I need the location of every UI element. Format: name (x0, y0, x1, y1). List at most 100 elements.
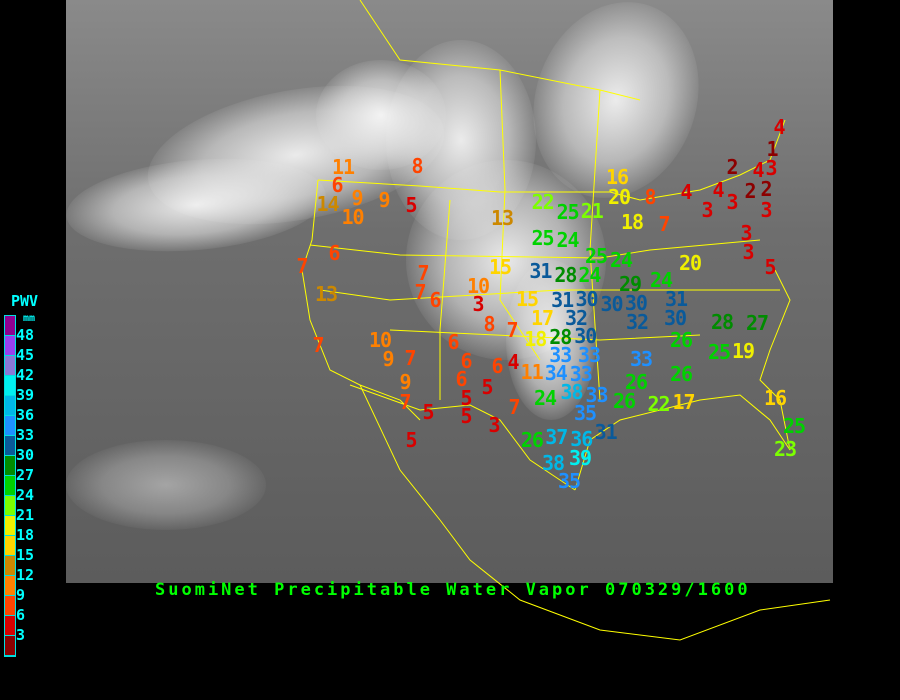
station-pwv-value: 22 (647, 392, 671, 416)
legend-swatch (5, 516, 15, 536)
station-pwv-value: 15 (516, 287, 539, 312)
station-pwv-value: 3 (701, 198, 714, 222)
station-pwv-value: 3 (488, 413, 501, 437)
station-pwv-value: 13 (491, 206, 514, 230)
station-pwv-value: 27 (746, 311, 769, 335)
station-pwv-value: 7 (417, 261, 430, 285)
station-pwv-value: 36 (570, 427, 593, 451)
station-pwv-value: 5 (405, 428, 418, 452)
satellite-map (66, 0, 833, 583)
legend-title: PWV (11, 292, 39, 310)
station-pwv-value: 9 (378, 188, 391, 212)
station-pwv-value: 25 (783, 414, 806, 438)
state-line (389, 329, 701, 341)
station-pwv-value: 31 (551, 287, 574, 312)
legend-tick-label: 24 (16, 486, 35, 504)
state-line (309, 239, 761, 259)
gulf-coast (574, 269, 791, 491)
station-pwv-value: 3 (760, 198, 773, 222)
legend-swatch (5, 396, 15, 416)
station-pwv-value: 2 (744, 178, 757, 203)
station-pwv-value: 7 (414, 280, 427, 304)
station-pwv-value: 6 (331, 172, 344, 197)
station-pwv-value: 33 (585, 382, 609, 407)
station-pwv-value: 19 (732, 339, 755, 363)
station-pwv-value: 34 (544, 361, 568, 386)
legend-tick-label: 45 (16, 346, 35, 364)
station-pwv-value: 9 (382, 347, 395, 371)
station-pwv-value: 25 (708, 340, 731, 364)
station-pwv-value: 5 (460, 386, 473, 410)
us-canada-border (317, 119, 786, 201)
station-pwv-value: 5 (764, 255, 777, 279)
legend-tick-label: 3 (16, 626, 26, 644)
state-line (499, 69, 541, 361)
canada-provinces (359, 0, 641, 101)
station-pwv-value: 6 (328, 241, 341, 265)
legend-swatch (5, 436, 15, 456)
station-pwv-value: 6 (491, 354, 504, 378)
station-pwv-value: 7 (399, 390, 412, 414)
station-pwv-value: 26 (625, 370, 648, 394)
legend-tick-label: 33 (16, 426, 35, 444)
legend-swatch (5, 636, 15, 656)
legend-unit: mm (23, 313, 36, 324)
station-pwv-value: 16 (606, 165, 629, 189)
station-pwv-value: 18 (524, 326, 547, 351)
station-pwv-value: 2 (760, 176, 773, 201)
station-pwv-value: 4 (773, 115, 786, 139)
station-pwv-value: 3 (765, 155, 778, 180)
station-pwv-value: 13 (315, 282, 338, 306)
legend-tick-label: 18 (16, 526, 35, 544)
legend-tick-label: 36 (16, 406, 35, 424)
legend-swatch (5, 336, 15, 356)
legend-tick-label: 12 (16, 566, 35, 584)
legend-swatch (5, 356, 15, 376)
state-line (439, 199, 451, 400)
mexico-coast (359, 384, 831, 641)
station-pwv-value: 3 (472, 292, 485, 316)
station-pwv-value: 8 (644, 185, 657, 209)
station-pwv-value: 37 (545, 425, 568, 449)
station-pwv-value: 15 (489, 255, 512, 279)
station-pwv-value: 8 (411, 154, 424, 178)
station-pwv-value: 25 (556, 200, 580, 224)
legend-swatch (5, 456, 15, 476)
station-pwv-value: 16 (764, 386, 787, 410)
station-pwv-value: 9 (399, 370, 412, 394)
station-pwv-value: 5 (460, 404, 473, 429)
station-pwv-value: 30 (574, 324, 597, 349)
state-line (319, 289, 780, 301)
station-pwv-value: 5 (422, 400, 435, 424)
station-pwv-value: 17 (531, 305, 554, 330)
station-pwv-value: 33 (549, 343, 572, 368)
station-pwv-value: 9 (351, 185, 364, 210)
station-pwv-value: 30 (600, 292, 624, 316)
legend-tick-label: 27 (16, 466, 35, 484)
legend-tick-label: 9 (16, 586, 26, 604)
station-pwv-value: 26 (613, 389, 636, 413)
station-pwv-value: 8 (483, 312, 496, 336)
station-pwv-value: 20 (679, 251, 702, 275)
station-pwv-value: 18 (621, 210, 644, 234)
station-pwv-value: 3 (742, 240, 755, 264)
station-pwv-value: 24 (650, 268, 673, 292)
station-pwv-value: 26 (670, 362, 693, 386)
legend-tick-label: 6 (16, 606, 26, 624)
station-pwv-value: 4 (752, 157, 765, 182)
us-mexico-border (349, 384, 576, 491)
station-pwv-value: 21 (580, 199, 604, 223)
legend-tick-label: 42 (16, 366, 35, 384)
station-pwv-value: 4 (507, 350, 519, 374)
state-line (589, 89, 601, 401)
cloud-band (316, 60, 446, 170)
station-pwv-value: 28 (711, 310, 734, 334)
station-pwv-value: 5 (405, 193, 418, 217)
station-pwv-value: 7 (508, 395, 521, 419)
station-pwv-value: 25 (531, 226, 555, 250)
legend-swatch (5, 576, 15, 596)
station-pwv-value: 25 (585, 243, 608, 268)
legend-tick-label: 30 (16, 446, 35, 464)
station-pwv-value: 6 (460, 348, 473, 373)
station-pwv-value: 11 (520, 360, 544, 384)
